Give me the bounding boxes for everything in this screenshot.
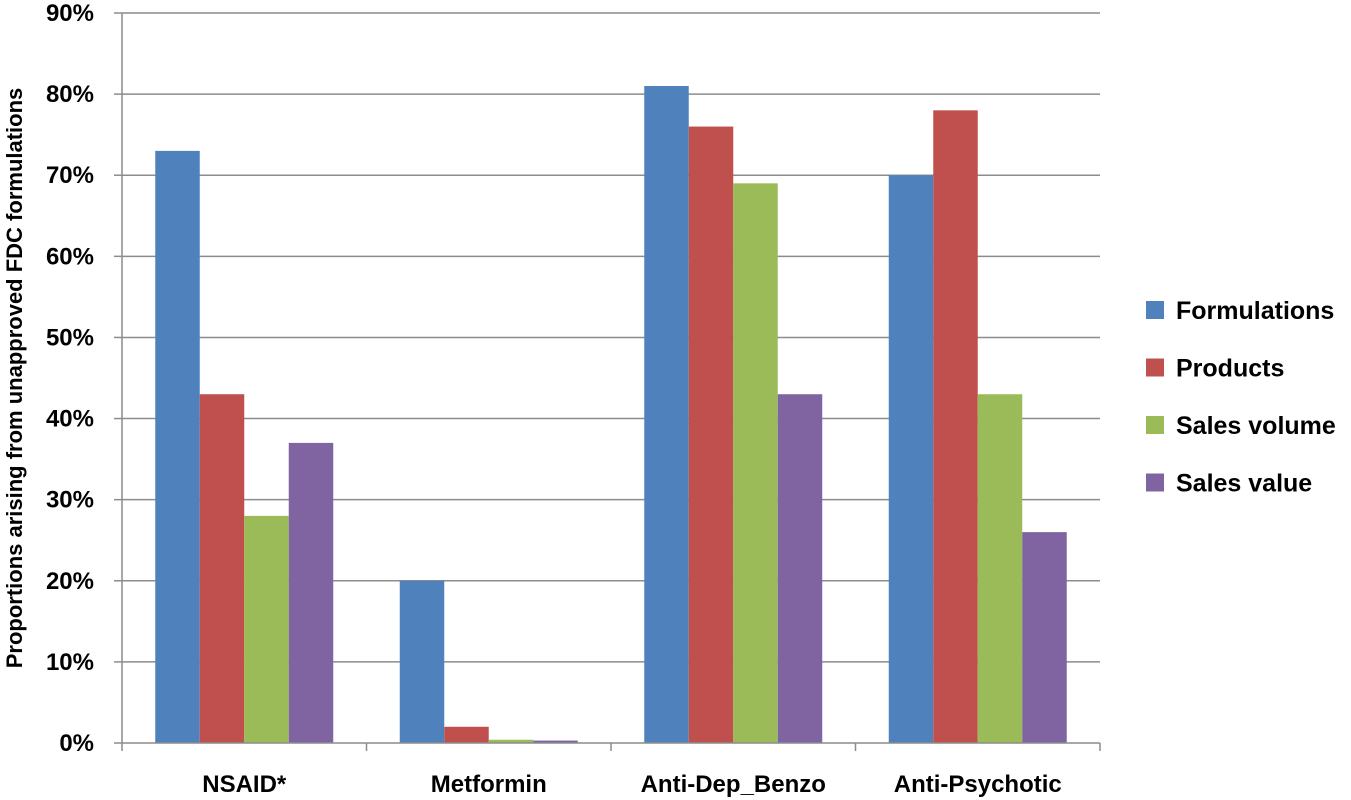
x-tick-label: Anti-Dep_Benzo (641, 771, 826, 798)
y-tick-label: 90% (46, 0, 94, 27)
bar-sales-value (288, 442, 334, 743)
bar-sales-value (533, 740, 578, 743)
y-tick-label: 40% (46, 406, 94, 433)
bar-formulations (888, 175, 934, 743)
bar-formulations (399, 580, 445, 743)
legend-swatch (1146, 301, 1164, 319)
bar-sales-volume (488, 739, 534, 743)
x-tick-labels: NSAID* Metformin Anti-Dep_Benzo Anti-Psycho… (202, 771, 1062, 798)
bar-sales-volume (977, 394, 1023, 743)
y-tick-label: 50% (46, 324, 94, 351)
bar-formulations (155, 150, 200, 743)
bar-sales-value (777, 394, 823, 743)
y-tick-label: 0% (59, 730, 94, 757)
legend-label: Formulations (1176, 297, 1334, 325)
bar-products (199, 394, 245, 743)
legend-swatch (1146, 358, 1164, 377)
bar-sales-volume (244, 515, 289, 743)
legend-label: Sales volume (1176, 412, 1336, 440)
y-tick-labels: 0% 10% 20% 30% 40% 50% 60% 70% 80% 90% (46, 0, 94, 757)
legend-label: Products (1176, 355, 1284, 383)
bar-products (444, 726, 489, 743)
legend-label: Sales value (1176, 470, 1312, 498)
y-tick-label: 20% (46, 568, 94, 595)
bar-products (688, 126, 734, 744)
x-tick-label: NSAID* (202, 771, 287, 798)
y-axis-title: Proportions arising from unapproved FDC … (2, 88, 27, 669)
y-tick-label: 70% (46, 162, 94, 189)
bar-formulations (644, 86, 689, 743)
axes (121, 13, 1101, 751)
x-tick-label: Metformin (431, 771, 547, 798)
y-tick-label: 60% (46, 243, 94, 270)
bar-sales-volume (733, 183, 778, 744)
x-tick-label: Anti-Psychotic (894, 771, 1062, 798)
bar-sales-value (1022, 532, 1067, 743)
y-tick-label: 30% (46, 487, 94, 514)
legend-swatch (1146, 473, 1164, 492)
bars (155, 86, 1067, 744)
bar-products (933, 110, 978, 744)
legend: Formulations Products Sales volume Sales va… (1146, 297, 1336, 498)
legend-swatch (1146, 416, 1164, 434)
y-tick-label: 10% (46, 649, 94, 676)
y-tick-label: 80% (46, 81, 94, 108)
